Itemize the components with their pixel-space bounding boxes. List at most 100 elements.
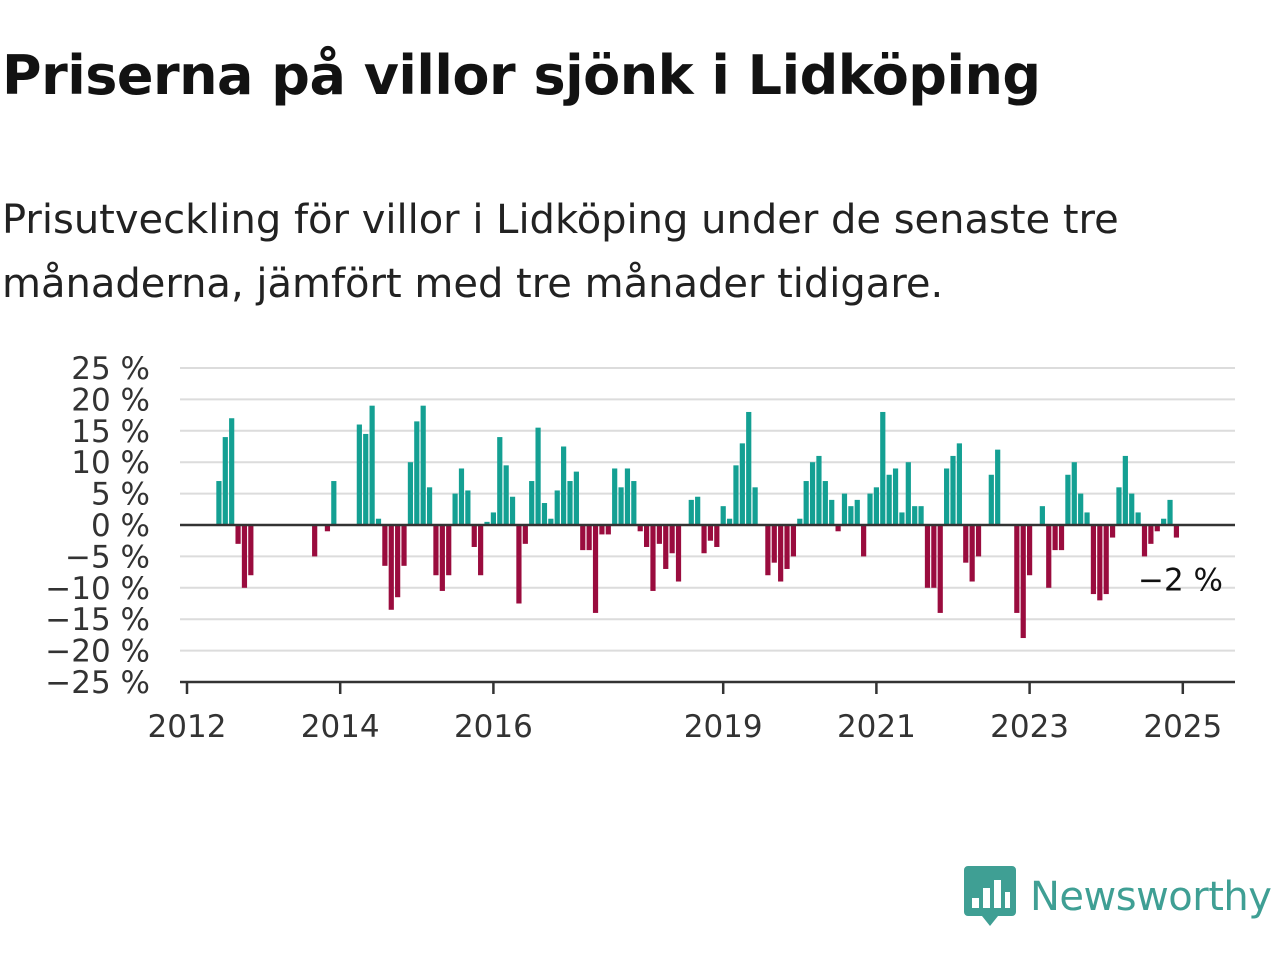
x-tick-label: 2016 xyxy=(454,709,533,745)
bar xyxy=(944,468,950,525)
bar xyxy=(637,525,643,532)
bar xyxy=(867,493,873,525)
x-tick-label: 2023 xyxy=(990,709,1069,745)
bar xyxy=(931,525,937,588)
bar xyxy=(497,437,503,525)
x-axis: 2012 2014 2016 2019 2021 2023 2025 xyxy=(148,680,1235,745)
bar xyxy=(873,487,879,525)
bar xyxy=(675,525,682,582)
bar xyxy=(848,506,854,525)
bar xyxy=(663,525,669,569)
y-tick-label: −25 % xyxy=(45,665,150,701)
y-axis-ticks: 25 %20 %15 %10 %5 %0 %−5 %−10 %−15 %−20 … xyxy=(45,351,150,701)
bar xyxy=(912,506,918,525)
y-tick-label: 25 % xyxy=(71,351,150,387)
x-tick-label: 2021 xyxy=(837,709,916,745)
bar xyxy=(401,525,407,566)
bar xyxy=(529,481,535,525)
bar xyxy=(937,525,943,613)
bar xyxy=(1084,512,1090,525)
bar xyxy=(516,525,522,604)
bar xyxy=(835,525,841,532)
bar xyxy=(241,525,248,588)
bar xyxy=(790,525,797,557)
bar xyxy=(248,525,254,576)
bar xyxy=(650,525,656,591)
bar xyxy=(1039,506,1045,525)
bar xyxy=(816,455,822,525)
bar xyxy=(707,525,714,541)
bar xyxy=(222,437,228,525)
bar xyxy=(599,525,605,535)
bar xyxy=(478,525,484,576)
bar xyxy=(669,525,675,554)
newsworthy-logo-icon xyxy=(964,866,1016,926)
bar xyxy=(956,443,962,525)
bar xyxy=(714,525,720,547)
bar xyxy=(631,481,637,525)
bar xyxy=(458,468,465,525)
bar xyxy=(701,525,707,554)
bar xyxy=(1103,525,1109,595)
bar xyxy=(490,512,496,525)
bar xyxy=(312,525,318,557)
bar xyxy=(771,525,777,563)
bar xyxy=(1097,525,1103,601)
bar-chart: 25 %20 %15 %10 %5 %0 %−5 %−10 %−15 %−20 … xyxy=(45,351,1235,745)
bar xyxy=(739,443,745,525)
y-tick-label: −15 % xyxy=(45,602,150,638)
bar xyxy=(229,418,235,525)
bar xyxy=(388,525,394,610)
bar xyxy=(688,499,694,525)
bar xyxy=(503,465,509,525)
bar xyxy=(1148,525,1154,544)
y-tick-label: −20 % xyxy=(45,634,150,670)
bar xyxy=(586,525,592,551)
bar xyxy=(1014,525,1020,613)
bar xyxy=(695,496,701,525)
bar xyxy=(605,525,611,535)
bar xyxy=(1129,493,1135,525)
bar xyxy=(1090,525,1097,595)
bar xyxy=(426,487,433,525)
bar xyxy=(1154,525,1160,532)
bar xyxy=(963,525,969,563)
bar xyxy=(784,525,790,569)
bar xyxy=(752,487,758,525)
bar xyxy=(420,405,426,525)
y-tick-label: 15 % xyxy=(71,414,150,450)
bar xyxy=(554,490,560,525)
bar xyxy=(988,474,994,525)
bar xyxy=(363,433,369,525)
y-tick-label: 20 % xyxy=(71,382,150,418)
y-tick-label: −5 % xyxy=(65,539,150,575)
bar xyxy=(509,496,516,525)
bar xyxy=(809,462,816,525)
chart-title: Priserna på villor sjönk i Lidköping xyxy=(2,44,1041,107)
bar xyxy=(1078,493,1084,525)
gridlines xyxy=(180,367,1235,652)
bar xyxy=(395,525,401,598)
bar xyxy=(746,411,752,525)
bar xyxy=(1020,525,1026,639)
bar xyxy=(822,481,828,525)
bar xyxy=(1141,525,1148,557)
bar xyxy=(892,468,899,525)
bar xyxy=(414,421,420,525)
bar xyxy=(407,462,414,525)
bar xyxy=(880,411,886,525)
bar xyxy=(720,506,726,525)
bar xyxy=(567,481,573,525)
bar xyxy=(612,468,618,525)
bar xyxy=(1052,525,1058,551)
bar xyxy=(439,525,445,591)
bar xyxy=(886,474,892,525)
bar xyxy=(950,455,956,525)
bar xyxy=(331,481,337,525)
bar xyxy=(535,427,541,525)
bar xyxy=(1109,525,1116,538)
bar xyxy=(580,525,586,551)
bar xyxy=(452,493,458,525)
bar xyxy=(829,499,835,525)
bar xyxy=(1116,487,1122,525)
